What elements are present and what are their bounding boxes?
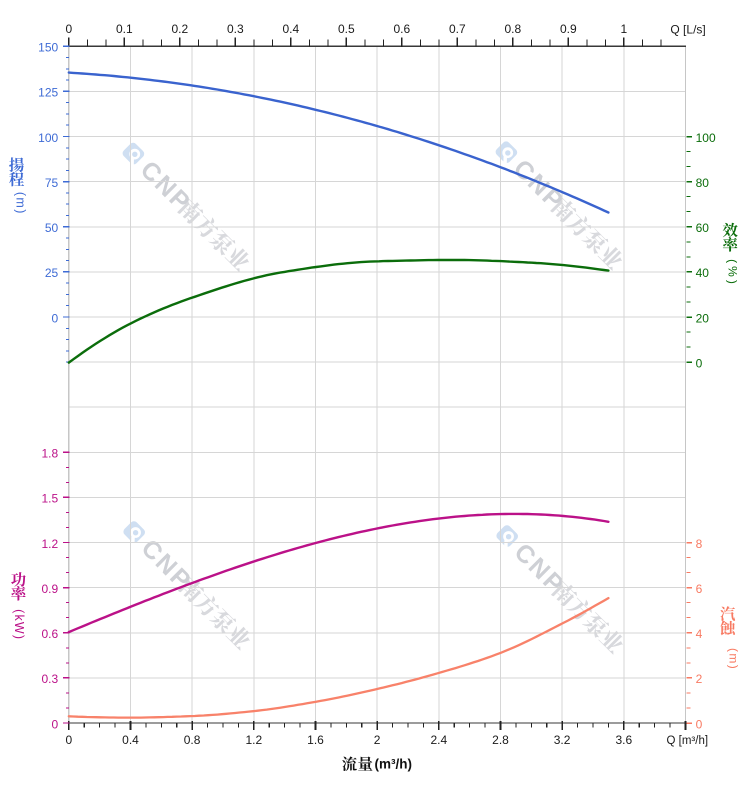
svg-text:100: 100 — [38, 131, 58, 145]
svg-text:8: 8 — [696, 537, 703, 551]
svg-text:(%): (%) — [725, 259, 739, 287]
svg-text:(m): (m) — [726, 648, 740, 670]
svg-text:(m³/h): (m³/h) — [375, 756, 413, 771]
svg-text:0.8: 0.8 — [504, 22, 521, 36]
svg-text:0.6: 0.6 — [42, 627, 59, 641]
svg-text:1.2: 1.2 — [245, 733, 262, 747]
svg-text:100: 100 — [696, 131, 716, 145]
svg-text:0: 0 — [52, 717, 59, 731]
svg-text:1: 1 — [620, 22, 627, 36]
svg-text:1.5: 1.5 — [42, 492, 59, 506]
svg-text:2: 2 — [696, 672, 703, 686]
svg-text:0.9: 0.9 — [42, 582, 59, 596]
svg-text:20: 20 — [696, 311, 710, 325]
svg-text:150: 150 — [38, 41, 58, 55]
svg-text:0: 0 — [65, 22, 72, 36]
svg-text:(m): (m) — [13, 192, 27, 215]
svg-text:1.2: 1.2 — [42, 537, 59, 551]
svg-text:0.9: 0.9 — [560, 22, 577, 36]
svg-text:0: 0 — [696, 717, 703, 731]
svg-text:1.8: 1.8 — [42, 447, 59, 461]
svg-text:3.6: 3.6 — [615, 733, 632, 747]
svg-text:(kW): (kW) — [12, 609, 26, 640]
svg-text:2: 2 — [374, 733, 381, 747]
svg-text:0.1: 0.1 — [116, 22, 133, 36]
svg-text:Q [m³/h]: Q [m³/h] — [667, 735, 709, 747]
svg-text:0.2: 0.2 — [171, 22, 188, 36]
svg-text:0.8: 0.8 — [184, 733, 201, 747]
svg-text:0: 0 — [65, 733, 72, 747]
svg-text:1.6: 1.6 — [307, 733, 324, 747]
svg-text:0.6: 0.6 — [393, 22, 410, 36]
svg-text:80: 80 — [696, 176, 710, 190]
svg-text:Q [L/s]: Q [L/s] — [670, 23, 705, 37]
svg-text:0: 0 — [696, 356, 703, 370]
svg-text:0.7: 0.7 — [449, 22, 466, 36]
svg-text:60: 60 — [696, 221, 710, 235]
svg-text:0.3: 0.3 — [42, 672, 59, 686]
svg-text:50: 50 — [45, 221, 59, 235]
svg-text:2.4: 2.4 — [430, 733, 447, 747]
svg-text:0.3: 0.3 — [227, 22, 244, 36]
svg-text:0.4: 0.4 — [122, 733, 139, 747]
svg-text:0: 0 — [52, 311, 59, 325]
svg-text:2.8: 2.8 — [492, 733, 509, 747]
svg-text:125: 125 — [38, 86, 58, 100]
svg-text:4: 4 — [696, 627, 703, 641]
svg-text:0.5: 0.5 — [338, 22, 355, 36]
svg-text:6: 6 — [696, 582, 703, 596]
svg-text:40: 40 — [696, 266, 710, 280]
svg-text:75: 75 — [45, 176, 59, 190]
svg-text:0.4: 0.4 — [282, 22, 299, 36]
svg-text:3.2: 3.2 — [554, 733, 571, 747]
svg-text:25: 25 — [45, 266, 59, 280]
